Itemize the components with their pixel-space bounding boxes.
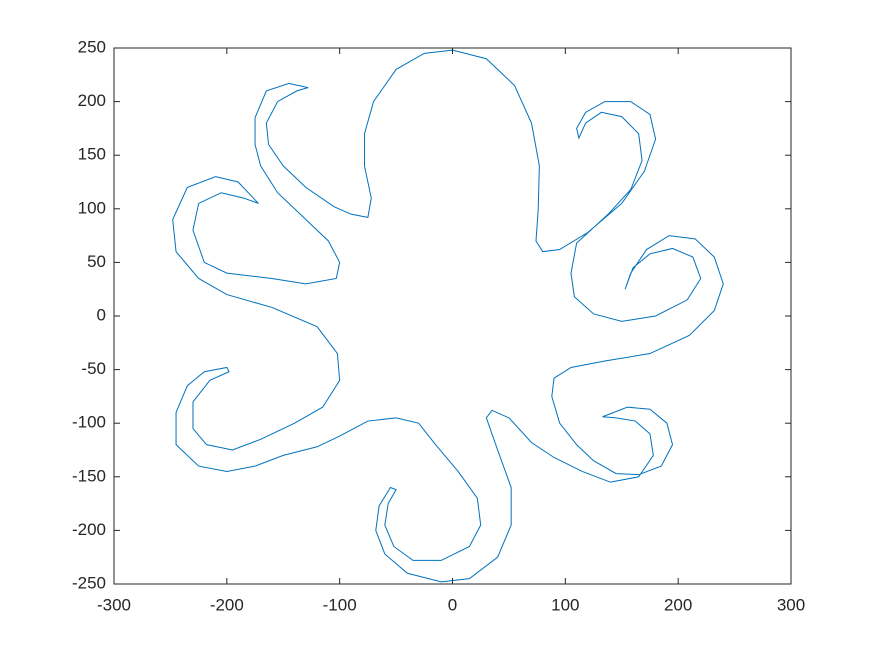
x-tick-label: 0 xyxy=(448,595,457,614)
x-tick-label: -100 xyxy=(323,595,357,614)
x-tick-label: 200 xyxy=(664,595,692,614)
data-line xyxy=(172,49,724,583)
y-tick-label: -200 xyxy=(72,520,106,539)
y-tick-label: -250 xyxy=(72,573,106,592)
y-tick-label: 50 xyxy=(87,252,106,271)
y-tick-label: 100 xyxy=(78,198,106,217)
x-tick-label: 300 xyxy=(777,595,805,614)
x-tick-label: -300 xyxy=(97,595,131,614)
y-tick-label: -150 xyxy=(72,466,106,485)
y-tick-label: 0 xyxy=(97,305,106,324)
x-tick-label: 100 xyxy=(551,595,579,614)
x-tick-label: -200 xyxy=(210,595,244,614)
y-tick-label: -50 xyxy=(81,359,106,378)
y-tick-label: -100 xyxy=(72,413,106,432)
y-tick-label: 250 xyxy=(78,37,106,56)
y-tick-label: 200 xyxy=(78,91,106,110)
y-tick-label: 150 xyxy=(78,145,106,164)
